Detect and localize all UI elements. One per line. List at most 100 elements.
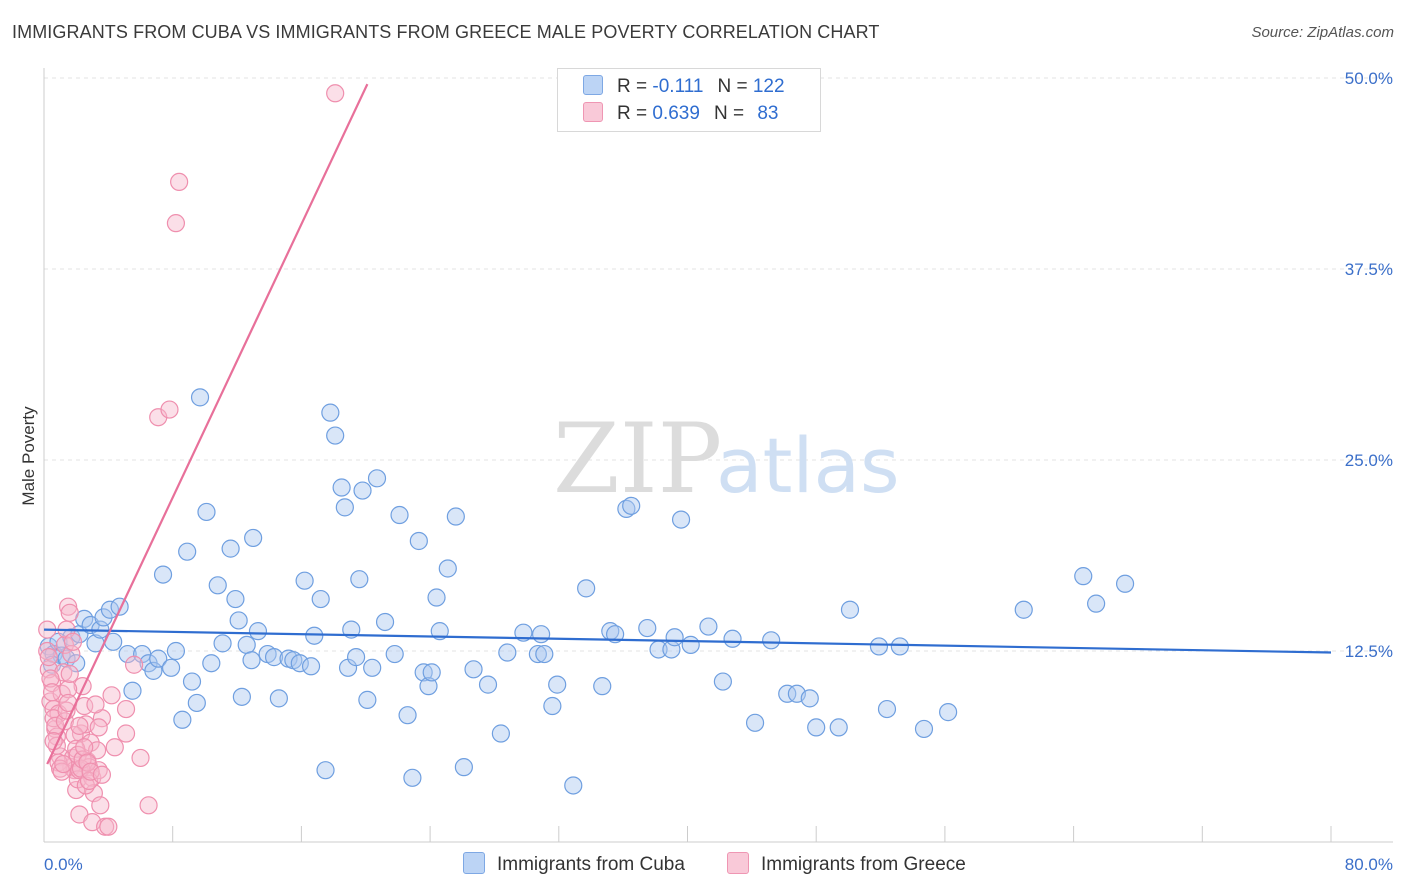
cuba-point-26 bbox=[173, 710, 192, 729]
cuba-point-107 bbox=[762, 631, 781, 650]
cuba-point-114 bbox=[869, 637, 889, 656]
x-tick-label-min: 0.0% bbox=[44, 855, 83, 874]
greece-point-44 bbox=[54, 754, 73, 774]
greece-point-39 bbox=[46, 716, 65, 735]
cuba-n-value: 122 bbox=[752, 76, 785, 97]
greece-point-36 bbox=[41, 669, 60, 688]
cuba-point-67 bbox=[385, 644, 404, 664]
greece-point-74 bbox=[139, 796, 158, 815]
correlation-legend: R = -0.111 N = 122 R = 0.639 N = 83 bbox=[557, 68, 821, 132]
cuba-point-42 bbox=[248, 622, 268, 641]
chart-title: IMMIGRANTS FROM CUBA VS IMMIGRANTS FROM … bbox=[12, 22, 880, 42]
cuba-point-37 bbox=[229, 611, 248, 630]
cuba-point-34 bbox=[213, 634, 232, 653]
cuba-point-54 bbox=[321, 403, 340, 422]
greece-point-69 bbox=[105, 738, 124, 757]
greece-point-48 bbox=[60, 664, 79, 684]
cuba-point-38 bbox=[232, 687, 251, 706]
cuba-point-64 bbox=[363, 658, 382, 677]
cuba-point-7 bbox=[67, 654, 86, 673]
cuba-point-89 bbox=[548, 675, 567, 694]
cuba-point-18 bbox=[123, 681, 142, 700]
cuba-point-33 bbox=[208, 576, 227, 595]
cuba-point-48 bbox=[290, 654, 309, 673]
greece-legend-label: Immigrants from Greece bbox=[761, 854, 966, 875]
cuba-point-27 bbox=[178, 542, 197, 561]
cuba-legend-swatch bbox=[463, 852, 485, 874]
cuba-point-113 bbox=[840, 600, 860, 619]
cuba-r-value: -0.111 bbox=[652, 76, 704, 97]
y-axis-label: Male Poverty bbox=[19, 406, 38, 506]
cuba-trend-line bbox=[43, 628, 1332, 654]
legend-row-cuba: R = -0.111 N = 122 bbox=[583, 75, 785, 99]
greece-point-13 bbox=[59, 597, 78, 616]
cuba-point-56 bbox=[332, 478, 351, 497]
greece-point-47 bbox=[59, 680, 78, 699]
cuba-point-59 bbox=[342, 620, 361, 639]
cuba-r-label: R = bbox=[617, 76, 648, 97]
greece-point-77 bbox=[166, 214, 186, 233]
y-tick-label-1: 25.0% bbox=[1345, 451, 1393, 470]
cuba-point-81 bbox=[478, 675, 498, 694]
cuba-point-32 bbox=[202, 654, 221, 673]
y-tick-label-2: 37.5% bbox=[1345, 260, 1393, 279]
cuba-point-68 bbox=[390, 505, 409, 525]
greece-n-value: 83 bbox=[757, 103, 779, 124]
cuba-point-104 bbox=[713, 672, 732, 691]
greece-point-79 bbox=[326, 84, 345, 103]
cuba-point-17 bbox=[118, 644, 137, 664]
cuba-point-88 bbox=[543, 696, 562, 716]
greece-point-63 bbox=[86, 695, 105, 714]
cuba-point-105 bbox=[723, 629, 742, 648]
greece-point-64 bbox=[89, 718, 108, 737]
cuba-point-100 bbox=[671, 510, 691, 529]
cuba-point-13 bbox=[94, 608, 113, 627]
greece-point-61 bbox=[81, 762, 100, 781]
cuba-swatch bbox=[583, 75, 603, 95]
cuba-point-53 bbox=[316, 761, 335, 780]
cuba-point-91 bbox=[577, 579, 596, 598]
cuba-legend-label: Immigrants from Cuba bbox=[497, 854, 685, 875]
cuba-point-30 bbox=[190, 388, 210, 407]
greece-point-50 bbox=[63, 632, 83, 651]
cuba-point-96 bbox=[622, 496, 641, 515]
cuba-point-24 bbox=[161, 658, 181, 677]
cuba-point-66 bbox=[375, 612, 395, 632]
cuba-point-69 bbox=[398, 706, 417, 725]
axis-labels: 12.5% 25.0% 37.5% 50.0% 0.0% 80.0% bbox=[44, 69, 1393, 874]
cuba-point-60 bbox=[346, 648, 366, 667]
cuba-point-86 bbox=[532, 625, 551, 644]
greece-point-14 bbox=[60, 603, 79, 622]
cuba-point-44 bbox=[264, 648, 284, 667]
cuba-point-94 bbox=[606, 625, 625, 644]
watermark-atlas: atlas bbox=[716, 421, 900, 510]
cuba-point-77 bbox=[438, 559, 457, 578]
cuba-point-112 bbox=[829, 718, 848, 737]
cuba-point-116 bbox=[890, 637, 909, 656]
axes bbox=[43, 68, 1393, 843]
greece-point-37 bbox=[42, 683, 62, 702]
cuba-point-40 bbox=[242, 651, 261, 670]
greece-point-35 bbox=[39, 648, 58, 667]
cuba-point-74 bbox=[422, 663, 441, 682]
greece-point-78 bbox=[170, 172, 189, 192]
cuba-point-29 bbox=[187, 693, 206, 713]
cuba-point-61 bbox=[350, 570, 369, 589]
cuba-point-120 bbox=[1074, 567, 1093, 586]
cuba-point-49 bbox=[295, 571, 314, 590]
watermark: ZIP atlas bbox=[553, 403, 900, 515]
greece-point-68 bbox=[102, 686, 121, 705]
cuba-point-118 bbox=[939, 703, 958, 722]
cuba-point-51 bbox=[305, 626, 324, 645]
cuba-point-39 bbox=[237, 635, 256, 654]
cuba-point-79 bbox=[454, 758, 473, 777]
cuba-n-label: N = bbox=[717, 76, 748, 97]
greece-r-label: R = bbox=[617, 103, 648, 124]
cuba-point-70 bbox=[403, 768, 422, 787]
cuba-point-55 bbox=[326, 426, 345, 445]
greece-point-57 bbox=[75, 738, 94, 757]
cuba-point-110 bbox=[800, 689, 819, 708]
cuba-point-92 bbox=[593, 677, 612, 696]
cuba-point-95 bbox=[617, 499, 636, 518]
